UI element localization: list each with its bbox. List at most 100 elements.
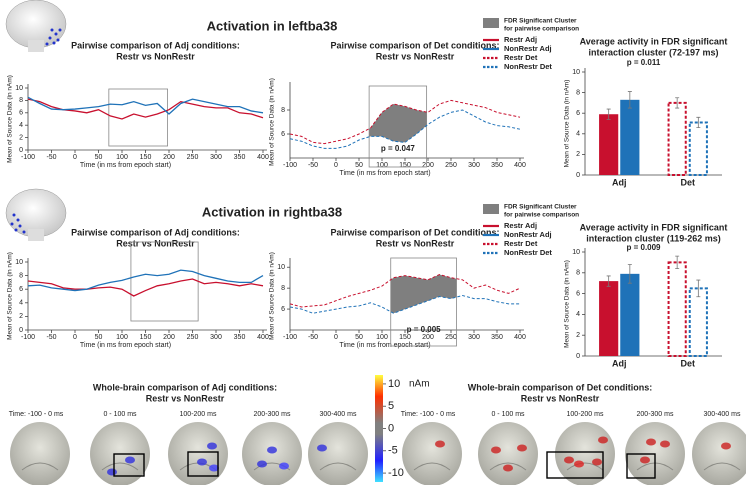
x-tick-label: 200 bbox=[422, 162, 434, 169]
bar bbox=[620, 274, 639, 356]
x-tick-label: 150 bbox=[140, 154, 152, 161]
legend-label: Restr Adj bbox=[504, 35, 537, 44]
head-icon bbox=[6, 0, 66, 52]
y-tick-label: 2 bbox=[576, 151, 580, 158]
significant-cluster bbox=[391, 275, 457, 314]
y-tick-label: 8 bbox=[19, 272, 23, 279]
legend-label: FDR Significant Cluster bbox=[504, 18, 577, 25]
y-tick-label: 0 bbox=[576, 172, 580, 179]
x-tick-label: 350 bbox=[234, 334, 246, 341]
x-tick-label: 100 bbox=[376, 162, 388, 169]
x-axis-label: Time (in ms from epoch start) bbox=[80, 342, 171, 349]
y-tick-label: 2 bbox=[19, 313, 23, 320]
x-tick-label: -100 bbox=[283, 334, 297, 341]
brain-map bbox=[692, 422, 746, 485]
x-tick-label: 150 bbox=[399, 334, 411, 341]
bar bbox=[669, 103, 686, 175]
brain-map bbox=[402, 422, 462, 485]
x-tick-label: Adj bbox=[612, 177, 627, 187]
activation-blob bbox=[267, 447, 277, 454]
activation-blob bbox=[491, 447, 501, 454]
chart-title: Average activity in FDR significant bbox=[580, 36, 728, 46]
x-tick-label: 300 bbox=[210, 154, 222, 161]
x-tick-label: 300 bbox=[468, 334, 480, 341]
activation-blob bbox=[125, 457, 135, 464]
p-value: p = 0.047 bbox=[381, 144, 416, 153]
legend-swatch bbox=[483, 18, 499, 28]
section-title: Activation in rightba38 bbox=[202, 204, 342, 219]
activation-blob bbox=[640, 457, 650, 464]
brain-map bbox=[308, 422, 368, 485]
activation-blob bbox=[503, 465, 513, 472]
x-tick-label: -100 bbox=[21, 154, 35, 161]
time-label: Time: -100 - 0 ms bbox=[9, 411, 64, 418]
y-tick-label: 8 bbox=[281, 285, 285, 292]
x-tick-label: 350 bbox=[234, 154, 246, 161]
x-tick-label: 50 bbox=[355, 162, 363, 169]
x-tick-label: 400 bbox=[514, 162, 526, 169]
y-tick-label: 6 bbox=[281, 131, 285, 138]
x-tick-label: 200 bbox=[163, 154, 175, 161]
bar bbox=[690, 122, 707, 175]
legend-label: Restr Det bbox=[504, 239, 538, 248]
p-value: p = 0.005 bbox=[407, 325, 442, 334]
activation-blob bbox=[435, 441, 445, 448]
cluster-box bbox=[131, 242, 198, 321]
x-tick-label: 100 bbox=[116, 334, 128, 341]
legend-label: NonRestr Det bbox=[504, 248, 552, 257]
x-tick-label: 350 bbox=[491, 162, 503, 169]
x-tick-label: -100 bbox=[283, 162, 297, 169]
y-tick-label: 0 bbox=[19, 327, 23, 334]
legend-label: NonRestr Adj bbox=[504, 230, 552, 239]
x-tick-label: 0 bbox=[334, 334, 338, 341]
activation-blob bbox=[721, 443, 731, 450]
legend-label: NonRestr Adj bbox=[504, 44, 552, 53]
y-tick-label: 8 bbox=[19, 97, 23, 104]
x-tick-label: 50 bbox=[355, 334, 363, 341]
time-label: 200-300 ms bbox=[637, 411, 674, 418]
y-tick-label: 10 bbox=[15, 259, 23, 266]
x-tick-label: 0 bbox=[73, 334, 77, 341]
x-axis-label: Time (in ms from epoch start) bbox=[339, 342, 430, 349]
y-tick-label: 10 bbox=[277, 264, 285, 271]
x-tick-label: Det bbox=[680, 358, 695, 368]
activation-blob bbox=[574, 461, 584, 468]
y-tick-label: 2 bbox=[19, 134, 23, 141]
y-axis-label: Mean of Source Data (in nAm) bbox=[7, 252, 14, 340]
x-tick-label: 400 bbox=[514, 334, 526, 341]
colorbar-tick-label: 5 bbox=[388, 400, 394, 412]
x-tick-label: 100 bbox=[116, 154, 128, 161]
y-tick-label: 4 bbox=[576, 311, 580, 318]
x-tick-label: -50 bbox=[308, 162, 318, 169]
y-tick-label: 4 bbox=[576, 131, 580, 138]
activation-blob bbox=[107, 469, 117, 476]
map-title: Whole-brain comparison of Det conditions… bbox=[468, 382, 653, 392]
brain-map bbox=[555, 422, 615, 485]
time-label: 0 - 100 ms bbox=[491, 411, 525, 418]
time-label: 100-200 ms bbox=[567, 411, 604, 418]
bar bbox=[669, 262, 686, 356]
x-tick-label: 100 bbox=[376, 334, 388, 341]
bar bbox=[690, 288, 707, 356]
colorbar-label: nAm bbox=[409, 379, 430, 390]
y-tick-label: 8 bbox=[281, 107, 285, 114]
x-tick-label: -50 bbox=[308, 334, 318, 341]
activation-blob bbox=[517, 445, 527, 452]
x-tick-label: 200 bbox=[422, 334, 434, 341]
x-tick-label: 150 bbox=[140, 334, 152, 341]
x-tick-label: 250 bbox=[445, 334, 457, 341]
legend-label: Restr Det bbox=[504, 53, 538, 62]
x-tick-label: 0 bbox=[334, 162, 338, 169]
x-tick-label: 50 bbox=[95, 334, 103, 341]
legend-label: FDR Significant Cluster bbox=[504, 204, 577, 211]
time-label: 200-300 ms bbox=[254, 411, 291, 418]
time-label: 300-400 ms bbox=[704, 411, 741, 418]
y-axis-label: Mean of Source Data (in nAm) bbox=[269, 78, 276, 166]
legend-label: Restr Adj bbox=[504, 221, 537, 230]
bar bbox=[620, 100, 639, 175]
legend-label: NonRestr Det bbox=[504, 62, 552, 71]
y-axis-label: Mean of Source Data (in nAm) bbox=[7, 75, 14, 163]
chart-title: Restr vs NonRestr bbox=[376, 238, 455, 248]
legend-swatch bbox=[483, 204, 499, 214]
time-label: 300-400 ms bbox=[320, 411, 357, 418]
